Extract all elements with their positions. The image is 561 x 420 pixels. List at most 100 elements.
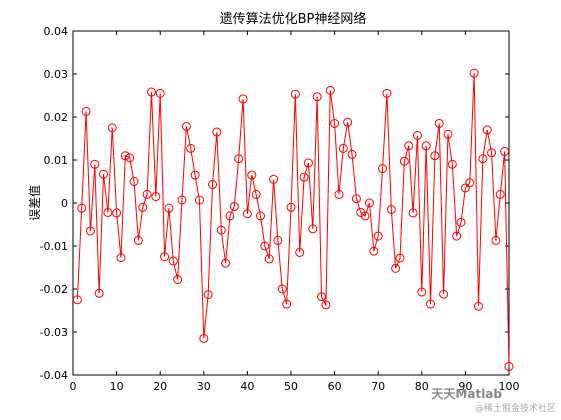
- data-point-marker: [77, 203, 87, 213]
- data-point-marker: [177, 195, 187, 205]
- x-tick-label: 50: [284, 380, 298, 393]
- y-tick-label: -0.01: [40, 240, 68, 253]
- y-tick-label: -0.04: [40, 369, 68, 382]
- x-tick-label: 60: [328, 380, 342, 393]
- data-point-marker: [347, 149, 357, 159]
- watermark-sub: @稀土掘金技术社区: [475, 402, 556, 414]
- data-point-marker: [399, 156, 409, 166]
- data-point-marker: [155, 88, 165, 98]
- data-point-marker: [386, 204, 396, 214]
- data-point-marker: [495, 189, 505, 199]
- data-point-marker: [299, 172, 309, 182]
- data-point-marker: [85, 226, 95, 236]
- data-point-marker: [303, 158, 313, 168]
- data-point-marker: [404, 141, 414, 151]
- data-point-marker: [391, 263, 401, 273]
- data-point-marker: [312, 92, 322, 102]
- data-point-marker: [203, 290, 213, 300]
- data-point-marker: [286, 202, 296, 212]
- data-point-marker: [138, 202, 148, 212]
- data-point-marker: [264, 254, 274, 264]
- data-point-marker: [491, 235, 501, 245]
- data-point-marker: [251, 189, 261, 199]
- data-point-marker: [255, 211, 265, 221]
- y-tick-label: -0.02: [40, 283, 68, 296]
- y-tick-label: 0.04: [44, 25, 69, 38]
- data-point-marker: [317, 292, 327, 302]
- data-point-marker: [430, 151, 440, 161]
- data-point-marker: [260, 241, 270, 251]
- data-point-marker: [321, 300, 331, 310]
- x-tick-label: 90: [458, 380, 472, 393]
- x-tick-label: 70: [371, 380, 385, 393]
- data-point-marker: [364, 198, 374, 208]
- data-point-marker: [378, 164, 388, 174]
- data-point-marker: [247, 170, 257, 180]
- series-line: [76, 73, 510, 367]
- data-point-marker: [469, 68, 479, 78]
- data-point-marker: [160, 252, 170, 262]
- data-point-marker: [443, 129, 453, 139]
- data-point-marker: [338, 143, 348, 153]
- data-point-marker: [447, 159, 457, 169]
- data-point-marker: [295, 247, 305, 257]
- data-point-marker: [417, 287, 427, 297]
- x-tick-label: 40: [240, 380, 254, 393]
- data-point-marker: [373, 231, 383, 241]
- data-point-marker: [164, 203, 174, 213]
- data-point-marker: [190, 170, 200, 180]
- x-tick-label: 0: [70, 380, 77, 393]
- data-point-marker: [194, 195, 204, 205]
- data-point-marker: [334, 189, 344, 199]
- data-point-marker: [282, 299, 292, 309]
- data-point-marker: [212, 127, 222, 137]
- data-point-marker: [99, 169, 109, 179]
- data-point-marker: [72, 295, 82, 305]
- data-point-marker: [120, 151, 130, 161]
- y-tick-label: -0.03: [40, 326, 68, 339]
- data-point-marker: [199, 333, 209, 343]
- data-point-marker: [269, 174, 279, 184]
- data-point-marker: [81, 106, 91, 116]
- data-point-marker: [116, 253, 126, 263]
- data-point-marker: [290, 89, 300, 99]
- y-tick-label: 0: [61, 197, 68, 210]
- y-axis-label: 误差值: [27, 185, 42, 221]
- data-point-marker: [125, 153, 135, 163]
- data-point-marker: [242, 209, 252, 219]
- y-tick-label: 0.02: [44, 111, 69, 124]
- data-point-marker: [382, 88, 392, 98]
- data-point-marker: [408, 208, 418, 218]
- data-point-marker: [229, 201, 239, 211]
- data-point-marker: [142, 189, 152, 199]
- x-tick-label: 80: [415, 380, 429, 393]
- data-point-marker: [173, 275, 183, 285]
- x-tick-label: 10: [110, 380, 124, 393]
- data-point-marker: [360, 211, 370, 221]
- data-point-marker: [487, 148, 497, 158]
- data-point-marker: [273, 235, 283, 245]
- data-point-marker: [107, 123, 117, 133]
- data-point-marker: [308, 224, 318, 234]
- data-point-marker: [238, 94, 248, 104]
- series-layer: [72, 68, 514, 371]
- data-point-marker: [133, 235, 143, 245]
- watermark-brand: 天天Matlab: [431, 387, 502, 401]
- data-point-marker: [186, 143, 196, 153]
- data-point-marker: [395, 253, 405, 263]
- y-tick-label: 0.01: [44, 154, 69, 167]
- data-point-marker: [146, 87, 156, 97]
- data-point-marker: [151, 192, 161, 202]
- data-point-marker: [369, 246, 379, 256]
- x-tick-label: 100: [499, 380, 520, 393]
- data-point-marker: [343, 117, 353, 127]
- data-point-marker: [421, 141, 431, 151]
- data-point-marker: [500, 146, 510, 156]
- data-point-marker: [221, 258, 231, 268]
- data-point-marker: [439, 289, 449, 299]
- data-point-marker: [412, 130, 422, 140]
- data-point-marker: [460, 183, 470, 193]
- data-point-marker: [181, 121, 191, 131]
- data-point-marker: [351, 194, 361, 204]
